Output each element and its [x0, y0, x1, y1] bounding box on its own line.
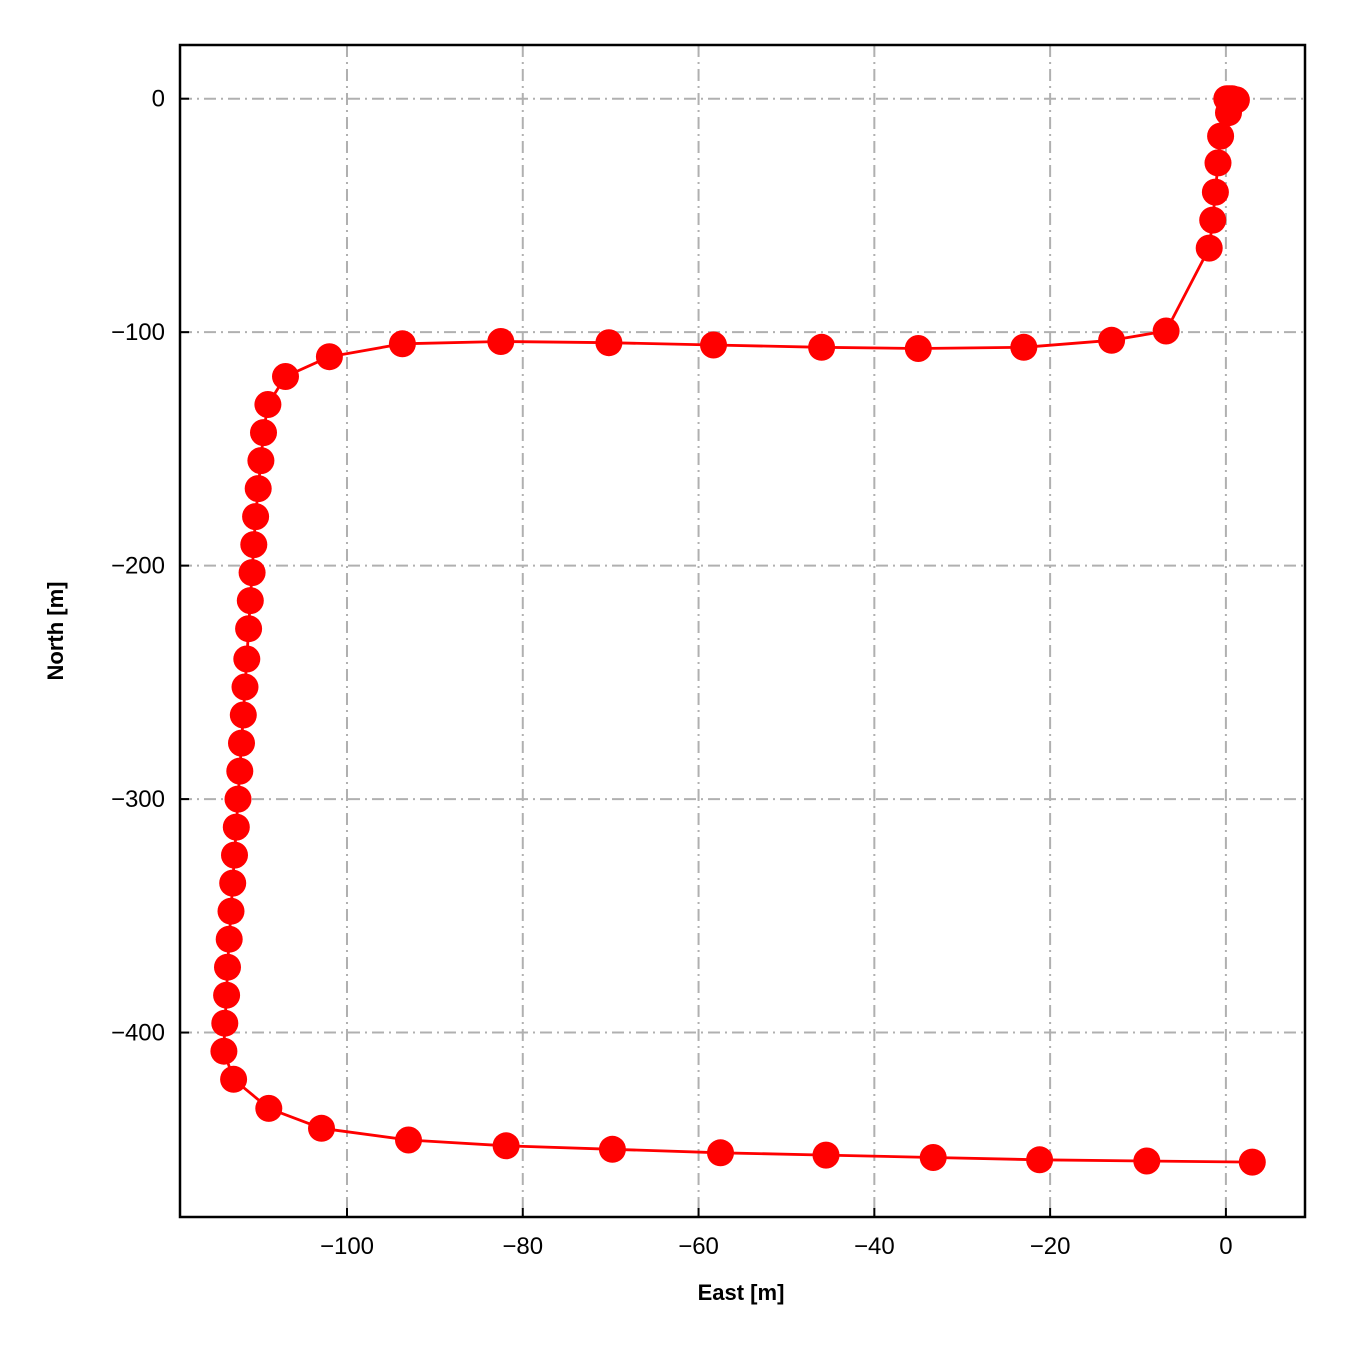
data-point: [231, 673, 259, 701]
y-tick-label: −300: [111, 786, 165, 813]
data-point: [1195, 234, 1223, 262]
data-point: [224, 785, 252, 813]
x-tick-label: −100: [320, 1233, 374, 1260]
series-line: [222, 97, 1253, 1164]
data-point: [919, 1144, 947, 1171]
data-point: [388, 330, 416, 358]
data-point: [1152, 317, 1180, 345]
data-point: [700, 331, 727, 359]
data-point: [254, 391, 282, 418]
data-point: [492, 1132, 520, 1160]
x-axis-label: East [m]: [698, 1280, 785, 1305]
x-tick-label: −80: [502, 1233, 543, 1260]
y-tick-label: 0: [152, 86, 165, 113]
data-point: [1098, 326, 1126, 354]
x-tick-label: −60: [678, 1233, 719, 1260]
data-point: [1010, 333, 1038, 361]
data-point: [250, 419, 277, 447]
data-point: [707, 1139, 734, 1167]
data-point: [1201, 178, 1229, 206]
data-point: [233, 645, 261, 673]
data-point: [487, 328, 515, 355]
grid-layer: [180, 45, 1305, 1217]
tick-layer: −100 −80 −60 −40 −20 00−100−200−300−400: [111, 86, 1233, 1260]
data-point: [219, 869, 247, 897]
y-axis-label: North [m]: [43, 582, 68, 681]
data-point: [242, 503, 270, 531]
data-point: [211, 1009, 239, 1037]
data-point: [1204, 149, 1232, 177]
data-point: [221, 841, 248, 869]
data-point: [315, 343, 343, 371]
plot-frame: [178, 43, 1307, 1219]
data-point: [247, 447, 275, 475]
data-point: [395, 1126, 422, 1154]
data-point: [1133, 1147, 1161, 1175]
data-point: [904, 335, 932, 362]
y-tick-label: −400: [111, 1020, 165, 1047]
x-tick-label: −40: [854, 1233, 895, 1260]
data-point: [238, 559, 266, 587]
data-point: [308, 1114, 335, 1142]
data-point: [215, 925, 243, 953]
data-point: [1199, 206, 1227, 234]
data-point: [236, 587, 264, 615]
data-point: [1026, 1146, 1054, 1174]
data-point: [1215, 99, 1242, 127]
data-point: [1238, 1148, 1266, 1176]
y-tick-label: −100: [111, 319, 165, 346]
data-point: [235, 615, 263, 643]
data-point: [210, 1037, 238, 1065]
data-point: [228, 729, 255, 757]
data-point: [808, 333, 836, 361]
y-tick-label: −200: [111, 553, 165, 580]
series-layer: [210, 85, 1266, 1176]
data-point: [220, 1065, 248, 1093]
data-point: [272, 363, 299, 390]
data-point: [244, 475, 272, 503]
data-point: [255, 1094, 283, 1122]
x-tick-label: −20: [1030, 1233, 1071, 1260]
data-point: [1207, 122, 1235, 150]
data-point: [595, 329, 623, 357]
data-point: [229, 701, 257, 729]
data-point: [240, 531, 268, 559]
data-point: [226, 757, 254, 785]
data-point: [222, 813, 250, 841]
data-point: [217, 897, 245, 925]
x-tick-label: 0: [1219, 1233, 1232, 1260]
data-point: [812, 1141, 840, 1169]
data-point: [598, 1135, 626, 1163]
data-point: [213, 981, 241, 1009]
data-point: [214, 953, 241, 981]
